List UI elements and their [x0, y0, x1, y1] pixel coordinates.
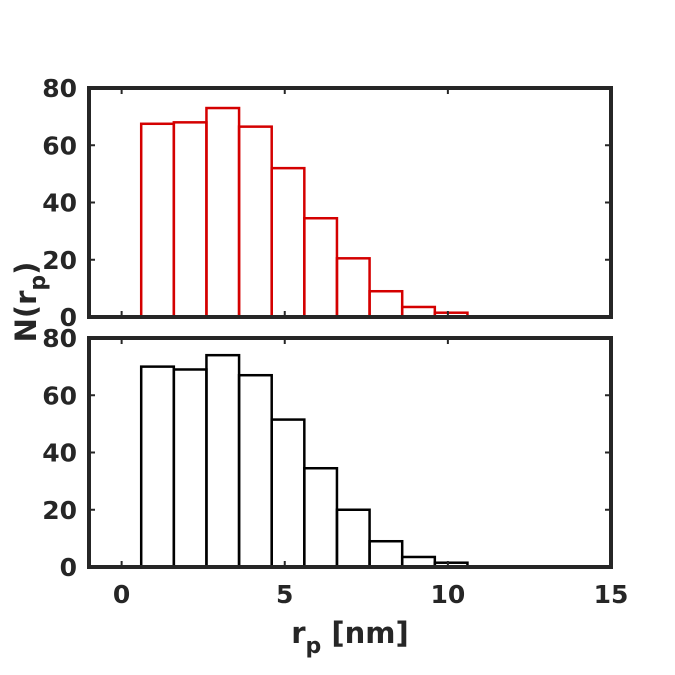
top-panel: 0 20 40 60 80 — [42, 74, 613, 332]
y-tick-label: 60 — [42, 131, 77, 160]
y-tick-label: 80 — [42, 74, 77, 103]
histogram-bar — [205, 353, 241, 569]
x-tick-label: 0 — [113, 580, 130, 609]
histogram-bar — [205, 106, 241, 319]
y-axis-label-main: N(r — [9, 290, 43, 343]
histogram-bar — [172, 121, 208, 319]
x-axis-label-rest: [nm] — [321, 616, 408, 650]
histogram-bar — [172, 368, 208, 569]
y-tick-label: 20 — [42, 496, 77, 525]
y-axis-label-subscript: p — [26, 275, 51, 291]
y-axis-label-close: ) — [9, 262, 43, 275]
histogram-bar — [139, 122, 176, 319]
histogram-bar — [335, 508, 371, 569]
histogram-bar — [237, 125, 273, 319]
x-axis-label-subscript: p — [306, 634, 322, 659]
histogram-bar — [270, 166, 306, 319]
y-tick-label: 40 — [42, 439, 77, 468]
y-tick-label: 60 — [42, 381, 77, 410]
x-axis-label: rp [nm] — [291, 616, 409, 659]
histogram-bar — [303, 466, 339, 569]
x-tick-label: 10 — [430, 580, 465, 609]
histogram-bar — [368, 289, 404, 319]
y-tick-label: 0 — [60, 303, 77, 332]
x-tick-label: 15 — [594, 580, 629, 609]
y-tick-label: 40 — [42, 189, 77, 218]
y-tick-label: 0 — [60, 553, 77, 582]
histogram-bar — [237, 373, 273, 569]
histogram-bar — [335, 257, 371, 319]
histogram-bar — [368, 539, 404, 569]
axes-frame — [87, 336, 613, 569]
bottom-panel: 0 20 40 60 80 0 5 10 15 — [42, 324, 628, 609]
histogram-bar — [270, 418, 306, 569]
histogram-bar — [303, 216, 339, 319]
y-axis-label: N(rp) — [9, 262, 51, 343]
axes-frame — [87, 86, 613, 319]
y-tick-label: 20 — [42, 246, 77, 275]
x-axis-label-main: r — [291, 616, 306, 650]
x-tick-label: 5 — [276, 580, 293, 609]
histogram-bar — [139, 365, 176, 569]
y-tick-label: 80 — [42, 324, 77, 353]
